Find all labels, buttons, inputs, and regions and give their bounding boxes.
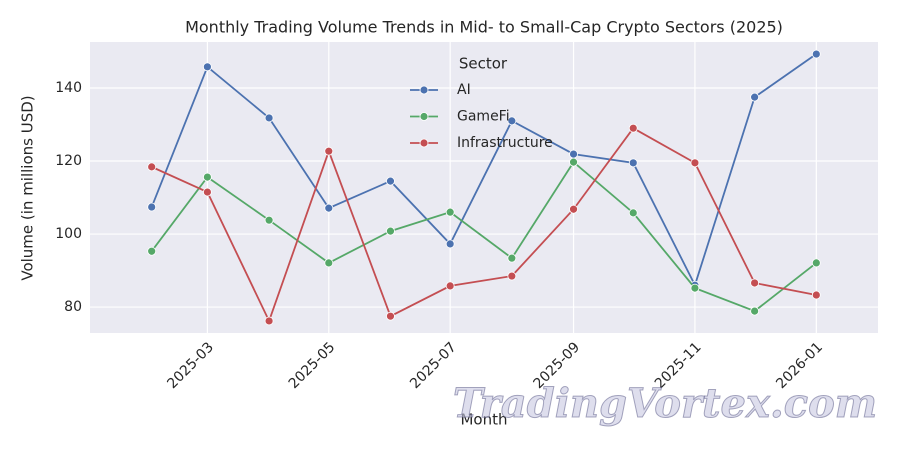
series-line <box>150 160 817 313</box>
y-axis-label: Volume (in millions USD) <box>19 95 37 280</box>
point <box>264 215 274 225</box>
legend-label: AI <box>457 82 471 98</box>
point <box>203 187 212 197</box>
point <box>386 226 395 236</box>
legend-swatch-marker <box>419 85 429 95</box>
point <box>811 49 821 59</box>
point <box>690 158 700 168</box>
point <box>750 306 760 316</box>
y-tick-label: 120 <box>55 153 82 169</box>
legend-title: Sector <box>459 55 508 73</box>
point <box>507 271 517 281</box>
legend-label: Infrastructure <box>457 135 553 151</box>
point <box>203 62 212 72</box>
point <box>628 123 638 133</box>
point <box>324 146 334 156</box>
plot-area <box>90 42 878 333</box>
legend-swatch-marker <box>419 112 429 121</box>
point <box>324 258 334 268</box>
chart-title: Monthly Trading Volume Trends in Mid- to… <box>185 18 783 37</box>
point <box>750 278 760 288</box>
point <box>507 253 517 263</box>
legend-swatch-marker <box>419 138 429 148</box>
point <box>628 158 638 168</box>
point <box>690 283 700 293</box>
point <box>569 204 578 214</box>
legend: Sector AI GameFi Infrastructure <box>410 55 553 151</box>
point <box>147 246 157 256</box>
point <box>445 239 455 249</box>
y-tick-label: 140 <box>55 80 82 96</box>
watermark: TradingVortex.com <box>453 380 877 427</box>
marks <box>147 49 821 326</box>
point <box>445 207 455 217</box>
y-tick-label: 100 <box>55 226 82 242</box>
point <box>203 172 212 182</box>
point <box>264 113 274 123</box>
legend-label: GameFi <box>457 109 510 125</box>
y-tick-label: 80 <box>64 299 82 315</box>
point <box>569 157 578 167</box>
point <box>264 316 274 326</box>
series-line <box>151 126 817 324</box>
point <box>811 258 821 268</box>
point <box>386 176 395 186</box>
point <box>386 311 395 321</box>
point <box>324 203 334 213</box>
x-axis-label: Month <box>460 411 507 429</box>
x-tick-label: 2025-05 <box>286 339 339 392</box>
series-line <box>150 53 817 288</box>
point <box>811 290 821 300</box>
point <box>507 116 517 126</box>
x-tick-label: 2025-03 <box>164 339 217 392</box>
point <box>750 92 760 102</box>
point <box>569 149 578 159</box>
point <box>628 208 638 218</box>
point <box>147 162 157 172</box>
point <box>147 202 157 212</box>
point <box>445 281 455 291</box>
